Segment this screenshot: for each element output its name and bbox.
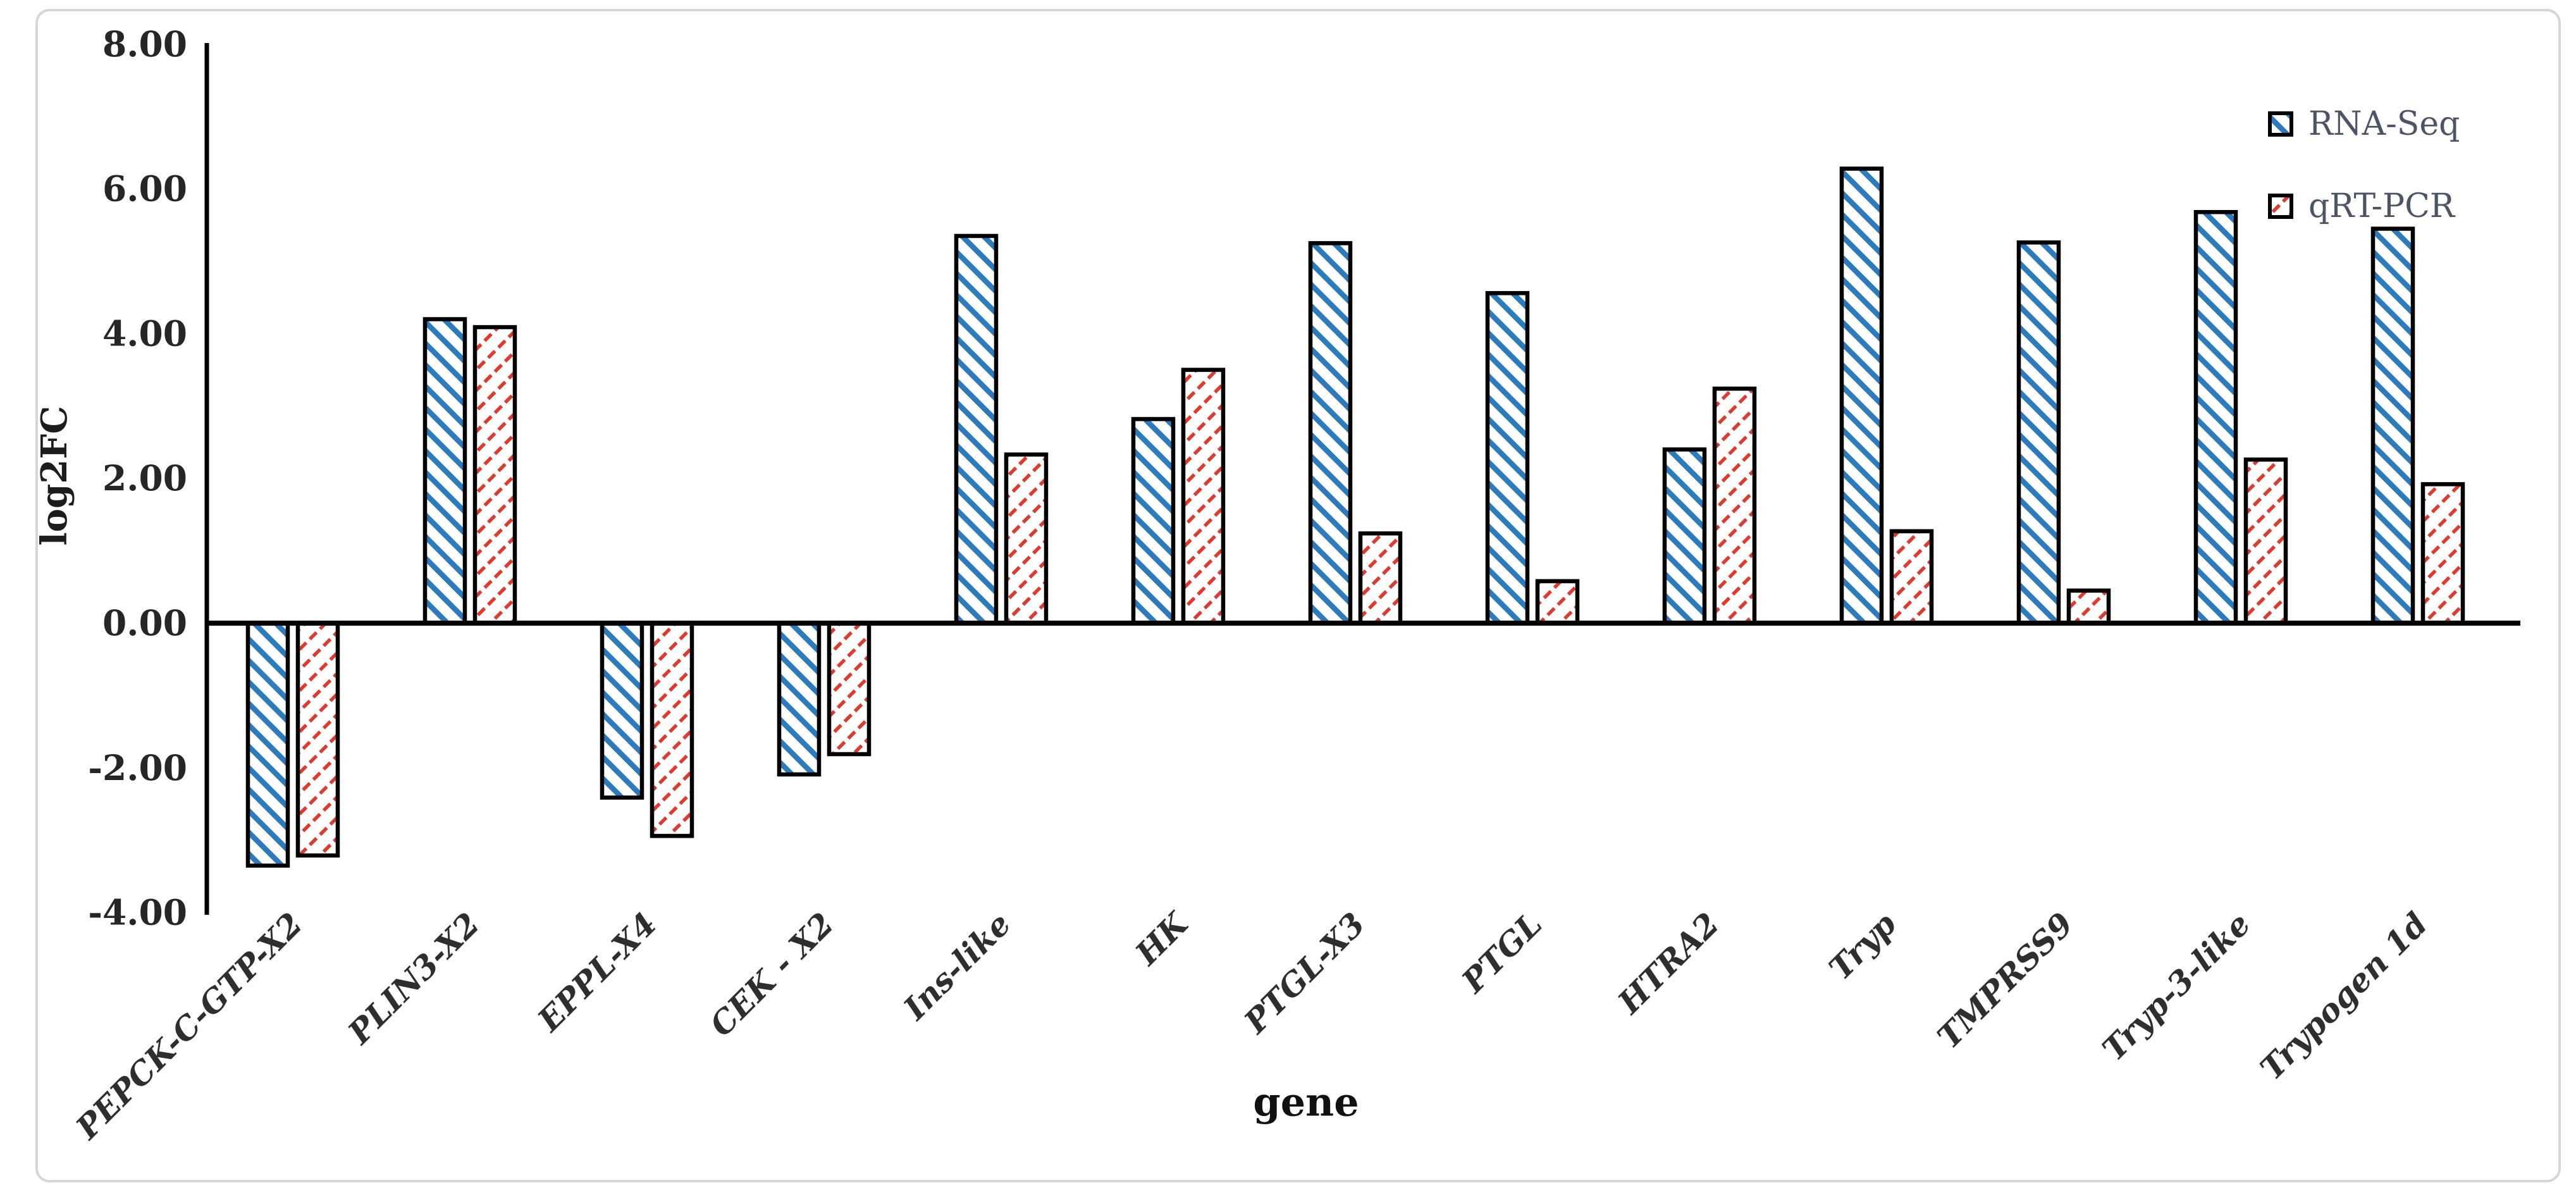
bars-group <box>245 166 2465 868</box>
bar-qrt-pcr-ptgl-x3 <box>1358 531 1403 626</box>
bar-rna-seq-hk <box>1131 417 1176 626</box>
legend-swatch-rna-seq-icon <box>2268 111 2293 137</box>
legend-swatch-qrt-pcr-icon <box>2268 194 2293 219</box>
bar-rna-seq-ptgl-x3 <box>1308 241 1353 626</box>
y-tick-label: -4.00 <box>88 892 187 933</box>
legend-label-qrt-pcr: qRT-PCR <box>2308 187 2455 225</box>
x-category-label: HK <box>1127 904 1196 973</box>
bar-qrt-pcr-pepck-c-gtp-x2 <box>295 621 340 858</box>
bar-rna-seq-trypogen-1d <box>2370 226 2415 626</box>
bar-rna-seq-tryp-3-like <box>2193 209 2238 626</box>
bar-rna-seq-htra2 <box>1662 447 1707 626</box>
y-tick-label: 6.00 <box>102 168 187 209</box>
x-category-label: HTRA2 <box>1610 905 1726 1022</box>
y-tick-label: 4.00 <box>102 313 187 354</box>
bar-qrt-pcr-tryp-3-like <box>2243 457 2288 626</box>
y-axis-title: log2FC <box>34 406 75 546</box>
x-category-label: CEK - X2 <box>703 905 841 1044</box>
bar-qrt-pcr-eppl-x4 <box>650 621 694 838</box>
bar-qrt-pcr-tryp <box>1889 529 1934 626</box>
bar-qrt-pcr-cek-x2 <box>827 621 872 757</box>
x-category-label: Ins-like <box>896 905 1018 1028</box>
y-tick-label: -2.00 <box>88 747 187 788</box>
x-category-label: Tryp <box>1821 905 1903 987</box>
y-tick-label: 8.00 <box>102 23 187 65</box>
legend-label-rna-seq: RNA-Seq <box>2308 105 2460 143</box>
legend-item-qrt-pcr: qRT-PCR <box>2268 187 2460 225</box>
x-category-label: Trypogen 1d <box>2253 905 2434 1087</box>
legend: RNA-Seq qRT-PCR <box>2268 105 2460 270</box>
x-category-label: Tryp-3-like <box>2095 905 2257 1068</box>
x-category-label: PTGL <box>1453 905 1549 1001</box>
x-category-label: PEPCK-C-GTP-X2 <box>68 905 309 1147</box>
bar-rna-seq-tryp <box>1839 166 1884 626</box>
bar-rna-seq-plin3-x2 <box>422 317 467 626</box>
legend-item-rna-seq: RNA-Seq <box>2268 105 2460 143</box>
x-category-label: PLIN3-X2 <box>340 905 486 1052</box>
bar-rna-seq-cek-x2 <box>777 621 822 777</box>
bar-rna-seq-ins-like <box>954 233 999 626</box>
x-category-label: PTGL-X3 <box>1236 905 1372 1041</box>
bar-rna-seq-eppl-x4 <box>600 621 644 800</box>
y-tick-label: 0.00 <box>102 602 187 643</box>
x-category-label: EPPL-X4 <box>529 905 663 1039</box>
bar-qrt-pcr-ptgl <box>1535 579 1580 626</box>
axes-group <box>204 43 2520 915</box>
y-axis-tick-labels: 8.00 6.00 4.00 2.00 0.00 -2.00 -4.00 <box>88 23 187 933</box>
x-category-labels: PEPCK-C-GTP-X2 PLIN3-X2 EPPL-X4 CEK - X2 Ins… <box>68 904 2434 1147</box>
y-tick-label: 2.00 <box>102 457 187 499</box>
bar-qrt-pcr-trypogen-1d <box>2420 482 2465 626</box>
bar-qrt-pcr-htra2 <box>1712 387 1757 626</box>
bar-rna-seq-ptgl <box>1485 291 1530 626</box>
x-axis-title: gene <box>1253 1079 1359 1125</box>
bar-qrt-pcr-plin3-x2 <box>472 325 517 626</box>
bar-rna-seq-pepck-c-gtp-x2 <box>245 621 290 868</box>
x-category-label: TMPRSS9 <box>1930 905 2080 1056</box>
bar-qrt-pcr-hk <box>1181 368 1226 626</box>
bar-rna-seq-tmprss9 <box>2016 240 2061 626</box>
bar-qrt-pcr-ins-like <box>1004 452 1049 626</box>
bar-qrt-pcr-tmprss9 <box>2066 588 2111 626</box>
